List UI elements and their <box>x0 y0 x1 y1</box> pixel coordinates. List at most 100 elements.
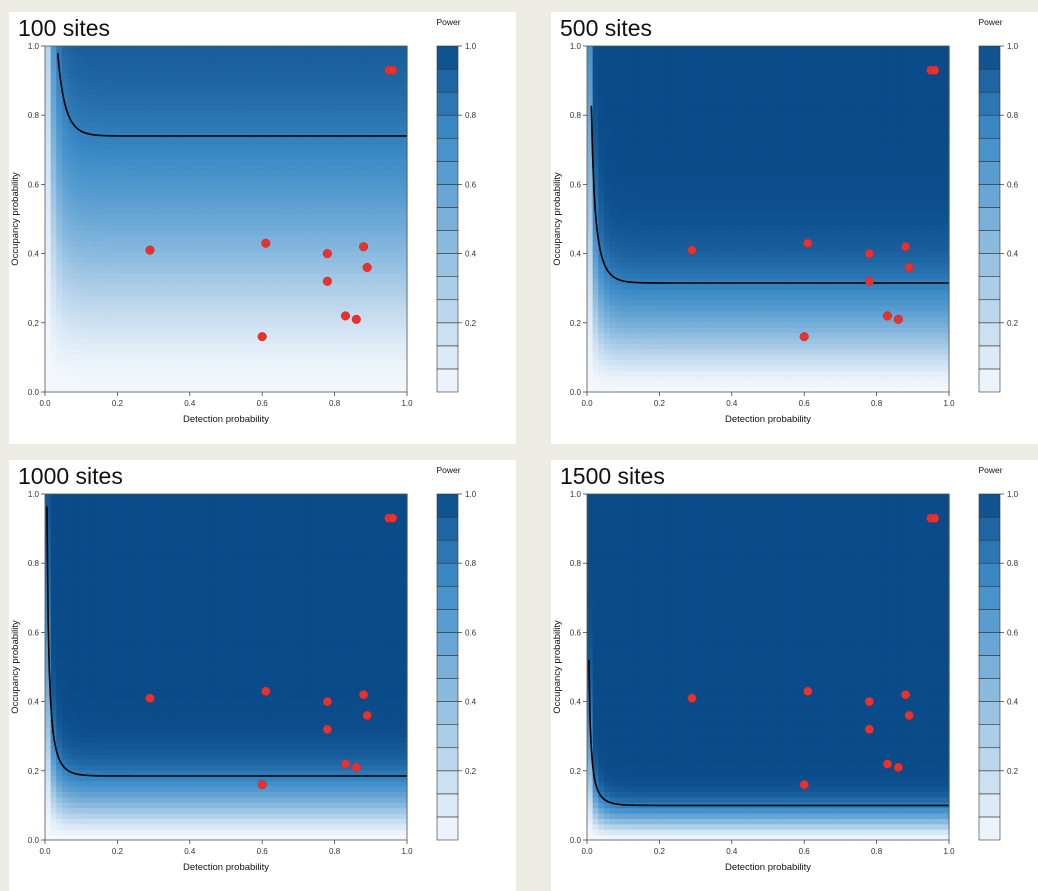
heatmap-cell <box>61 267 69 274</box>
heatmap-cell <box>61 316 69 323</box>
heatmap-cell <box>615 83 622 90</box>
heatmap-cell <box>78 375 86 382</box>
heatmap-cell <box>367 208 374 215</box>
heatmap-cell <box>45 278 52 285</box>
heatmap-cell <box>101 51 108 58</box>
heatmap-cell <box>146 294 154 301</box>
heatmap-cell <box>163 305 171 312</box>
heatmap-cell <box>276 186 284 193</box>
heatmap-cell <box>78 46 86 53</box>
heatmap-cell <box>401 224 408 231</box>
heatmap-cell <box>299 386 306 393</box>
heatmap-cell <box>333 100 340 107</box>
heatmap-cell <box>152 262 159 269</box>
heatmap-cell <box>67 348 74 355</box>
heatmap-cell <box>367 67 374 74</box>
heatmap-cell <box>350 364 357 371</box>
heatmap-cell <box>401 202 408 209</box>
heatmap-cell <box>384 300 391 307</box>
heatmap-cell <box>282 256 289 263</box>
heatmap-cell <box>643 73 650 80</box>
heatmap-cell <box>135 181 142 188</box>
heatmap-cell <box>242 370 250 377</box>
heatmap-cell <box>50 289 57 296</box>
heatmap-cell <box>609 354 616 361</box>
heatmap-cell <box>603 337 611 344</box>
heatmap-cell <box>322 321 329 328</box>
heatmap-cell <box>592 175 599 182</box>
heatmap-cell <box>175 316 182 323</box>
heatmap-cell <box>226 159 233 166</box>
heatmap-cell <box>378 94 385 101</box>
heatmap-cell <box>248 213 255 220</box>
heatmap-cell <box>649 354 656 361</box>
heatmap-cell <box>344 186 352 193</box>
heatmap-cell <box>620 73 628 80</box>
heatmap-cell <box>214 181 221 188</box>
heatmap-cell <box>620 100 628 107</box>
heatmap-cell <box>626 246 633 253</box>
heatmap-cell <box>350 164 357 171</box>
heatmap-cell <box>242 46 250 53</box>
heatmap-cell <box>339 89 346 96</box>
heatmap-cell <box>141 337 148 344</box>
heatmap-cell <box>95 375 103 382</box>
heatmap-cell <box>649 267 656 274</box>
heatmap-cell <box>350 56 357 63</box>
heatmap-cell <box>124 283 131 290</box>
heatmap-cell <box>643 321 650 328</box>
heatmap-cell <box>175 137 182 144</box>
heatmap-cell <box>45 116 52 123</box>
heatmap-cell <box>129 100 137 107</box>
heatmap-cell <box>175 278 182 285</box>
heatmap-cell <box>265 294 272 301</box>
heatmap-cell <box>141 327 148 334</box>
heatmap-cell <box>101 67 108 74</box>
heatmap-cell <box>271 381 278 388</box>
heatmap-cell <box>276 327 284 334</box>
heatmap-cell <box>305 316 312 323</box>
heatmap-cell <box>615 202 622 209</box>
heatmap-cell <box>327 327 335 334</box>
heatmap-cell <box>310 202 318 209</box>
heatmap-cell <box>282 51 289 58</box>
heatmap-cell <box>61 229 69 236</box>
heatmap-cell <box>78 110 86 117</box>
heatmap-cell <box>146 164 154 171</box>
heatmap-cell <box>344 262 352 269</box>
heatmap-cell <box>339 148 346 155</box>
heatmap-cell <box>265 375 272 382</box>
heatmap-cell <box>288 224 295 231</box>
heatmap-cell <box>129 159 137 166</box>
heatmap-cell <box>632 235 639 242</box>
heatmap-cell <box>231 143 238 150</box>
heatmap-cell <box>242 267 250 274</box>
heatmap-cell <box>654 370 662 377</box>
heatmap-cell <box>293 240 301 247</box>
heatmap-cell <box>107 240 114 247</box>
heatmap-cell <box>350 110 357 117</box>
heatmap-cell <box>56 170 63 177</box>
heatmap-cell <box>356 46 363 53</box>
heatmap-cell <box>254 181 261 188</box>
heatmap-cell <box>220 294 227 301</box>
heatmap-cell <box>220 246 227 253</box>
heatmap-cell <box>118 148 125 155</box>
heatmap-cell <box>84 381 91 388</box>
heatmap-cell <box>603 381 611 388</box>
heatmap-cell <box>265 159 272 166</box>
heatmap-cell <box>395 332 402 339</box>
heatmap-cell <box>135 121 142 128</box>
heatmap-cell <box>288 381 295 388</box>
heatmap-cell <box>129 186 137 193</box>
heatmap-cell <box>356 208 363 215</box>
heatmap-cell <box>322 83 329 90</box>
heatmap-cell <box>61 94 69 101</box>
heatmap-cell <box>197 121 204 128</box>
heatmap-cell <box>609 370 616 377</box>
heatmap-cell <box>169 256 176 263</box>
heatmap-cell <box>50 170 57 177</box>
heatmap-cell <box>197 256 204 263</box>
heatmap-cell <box>299 305 306 312</box>
heatmap-cell <box>248 208 255 215</box>
